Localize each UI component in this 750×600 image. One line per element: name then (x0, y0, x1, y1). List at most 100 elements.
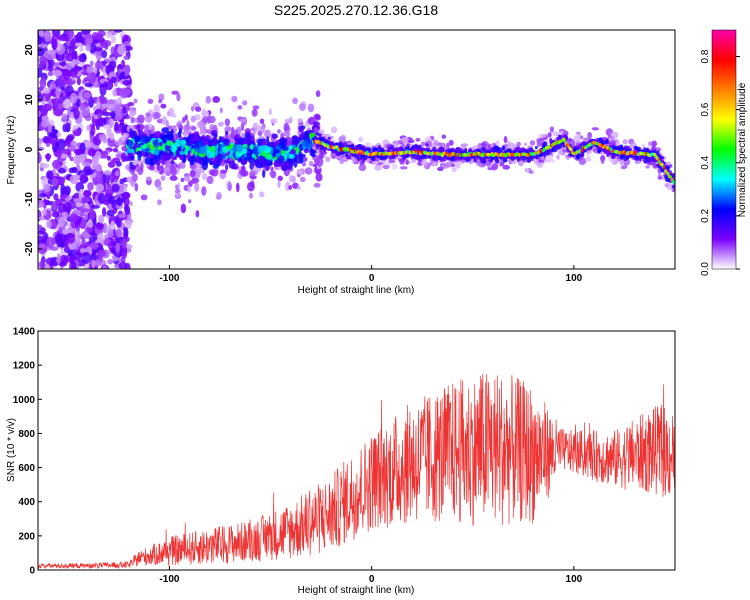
colorbar-label: Normalized spectral amplitude (737, 82, 748, 217)
spectrogram-blob (52, 69, 63, 77)
spectrogram-blob (201, 186, 207, 196)
spectrogram-blob (580, 135, 584, 140)
spectrogram-blob (540, 156, 545, 161)
spectrogram-blob (371, 155, 375, 161)
spectrogram-blob (106, 155, 112, 161)
spectrogram-blob (163, 150, 169, 157)
spectrogram-blob (222, 146, 230, 153)
spectrogram-blob (158, 99, 163, 104)
spectrogram-blob (216, 191, 222, 200)
y-tick-label: 1400 (13, 327, 36, 338)
spectrogram-blob (179, 139, 187, 145)
spectrogram-blob (38, 193, 48, 198)
spectrogram-blob (152, 139, 159, 146)
spectrogram-blob (242, 144, 249, 149)
spectrogram-blob (110, 220, 115, 231)
spectrogram-blob (153, 104, 160, 114)
spectrogram-blob (538, 133, 547, 138)
spectrogram-blob (113, 30, 123, 33)
spectrogram-x-label: Height of straight line (km) (298, 285, 415, 296)
spectrogram-blob (51, 30, 61, 37)
spectrogram-blob (93, 259, 102, 267)
spectrogram-blob (411, 158, 417, 163)
spectrogram-blob (74, 64, 79, 76)
spectrogram-blob (433, 140, 437, 147)
spectrogram-blob (666, 172, 670, 176)
spectrogram-blob (45, 236, 56, 249)
spectrogram-blob (97, 112, 102, 119)
spectrogram-blob (388, 155, 393, 160)
spectrogram-blob (288, 184, 293, 191)
spectrogram-blob (73, 148, 84, 155)
spectrogram-blob (226, 156, 231, 165)
spectrogram-blob (118, 261, 128, 269)
spectrogram-blob (58, 216, 66, 228)
spectrogram-blob (556, 145, 563, 149)
spectrogram-blob (292, 175, 296, 184)
spectrogram-blob (648, 141, 652, 147)
spectrogram-blob (83, 140, 91, 149)
spectrogram-blob (190, 115, 196, 123)
spectrogram-blob (144, 147, 150, 153)
spectrogram-blob (65, 52, 74, 62)
spectrogram-blob (388, 159, 396, 164)
spectrogram-blob (222, 138, 229, 145)
spectrogram-blob (224, 118, 231, 127)
spectrogram-blob (264, 129, 272, 139)
spectrogram-blob (552, 131, 559, 137)
y-tick-label: 0 (29, 566, 35, 577)
spectrogram-blob (89, 42, 97, 54)
spectrogram-blob (298, 125, 304, 133)
spectrogram-blob (271, 133, 279, 139)
spectrogram-blob (298, 103, 306, 112)
y-tick-label: 10 (24, 94, 35, 106)
spectrogram-blob (133, 142, 140, 149)
spectrogram-blob (137, 129, 144, 137)
spectrogram-blob (45, 49, 55, 56)
spectrogram-blob (69, 174, 79, 185)
colorbar-tick-label: 0.0 (700, 262, 711, 276)
spectrogram-blob (70, 140, 77, 147)
spectrogram-blob (643, 157, 648, 164)
spectrogram-blob (441, 134, 446, 139)
spectrogram-blob (63, 70, 72, 81)
spectrogram-blob (259, 118, 265, 125)
spectrogram-blob (154, 178, 162, 188)
spectrogram-y-ticks: -20 -10 0 10 20 (24, 44, 42, 256)
spectrogram-blob (335, 150, 342, 157)
spectrogram-y-label: Frequency (Hz) (6, 116, 17, 185)
spectrogram-blob (197, 120, 206, 129)
spectrogram-blob (298, 153, 306, 158)
spectrogram-blob (84, 33, 94, 46)
snr-x-label: Height of straight line (km) (298, 585, 415, 596)
spectrogram-blob (491, 163, 499, 171)
spectrogram-blob (303, 147, 310, 154)
spectrogram-blob (41, 114, 49, 122)
spectrogram-blob (86, 71, 97, 84)
spectrogram-blob (277, 180, 281, 189)
spectrogram-blob (104, 42, 109, 50)
spectrogram-blob (534, 145, 538, 150)
spectrogram-blob (236, 152, 243, 157)
spectrogram-blob (391, 163, 398, 170)
spectrogram-blob (66, 232, 76, 244)
spectrogram-blob (180, 177, 185, 183)
spectrogram-blob (72, 154, 82, 165)
spectrogram-blob (464, 148, 468, 154)
spectrogram-blob (597, 150, 601, 154)
spectrogram-blob (127, 101, 135, 107)
spectrogram-blob (112, 88, 118, 97)
spectrogram-blob (313, 113, 321, 120)
spectrogram-blob (107, 140, 116, 148)
spectrogram-blob (327, 136, 331, 140)
spectrogram-blob (57, 167, 66, 174)
spectrogram-blob (563, 139, 567, 143)
spectrogram-blob (161, 134, 168, 144)
spectrogram-blob (75, 201, 83, 208)
spectrogram-blob (102, 172, 111, 184)
spectrogram-blob (212, 157, 218, 165)
spectrogram-blob (457, 148, 464, 152)
spectrogram-blob (657, 176, 663, 180)
spectrogram-blob (107, 258, 114, 265)
spectrogram-blob (515, 147, 519, 152)
